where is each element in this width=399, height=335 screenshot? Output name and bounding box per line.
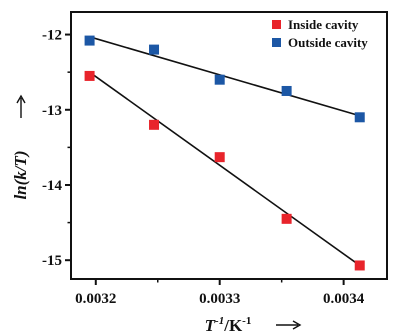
fit-lines xyxy=(89,36,361,267)
plot-border xyxy=(70,11,388,280)
axis-titles: ln(k/T) T-1/K-1 xyxy=(11,94,302,335)
y-tick-label: -12 xyxy=(42,28,62,44)
legend-label: Inside cavity xyxy=(288,17,359,32)
legend: Inside cavity Outside cavity xyxy=(272,17,368,50)
fit-line xyxy=(89,71,361,267)
x-tick-label: 0.0033 xyxy=(199,291,240,307)
legend-marker xyxy=(272,20,281,29)
ticks xyxy=(65,33,345,285)
x-axis-title: T-1/K-1 xyxy=(205,315,252,335)
data-point xyxy=(214,152,225,163)
data-point xyxy=(281,85,292,96)
y-axis-arrow xyxy=(16,94,26,118)
y-tick-label: -14 xyxy=(42,178,62,194)
data-point xyxy=(149,119,160,130)
data-point xyxy=(354,112,365,123)
y-tick-label: -13 xyxy=(42,103,62,119)
data-point xyxy=(354,260,365,271)
data-point xyxy=(281,213,292,224)
data-points xyxy=(84,35,365,271)
y-tick-label: -15 xyxy=(42,253,62,269)
x-tick-label: 0.0034 xyxy=(323,291,365,307)
data-point xyxy=(84,70,95,81)
legend-marker xyxy=(272,38,281,47)
tick-labels: 0.0032 0.0033 0.0034 -12 -13 -14 -15 xyxy=(42,28,365,307)
legend-label: Outside cavity xyxy=(288,35,368,50)
x-arrow-head xyxy=(292,320,302,330)
data-point xyxy=(84,35,95,46)
plot-frame xyxy=(70,11,388,280)
x-axis-arrow xyxy=(276,320,302,330)
x-tick-label: 0.0032 xyxy=(75,291,116,307)
y-arrow-head xyxy=(16,94,26,104)
data-point xyxy=(214,74,225,85)
y-axis-title: ln(k/T) xyxy=(11,150,30,199)
data-point xyxy=(149,44,160,55)
